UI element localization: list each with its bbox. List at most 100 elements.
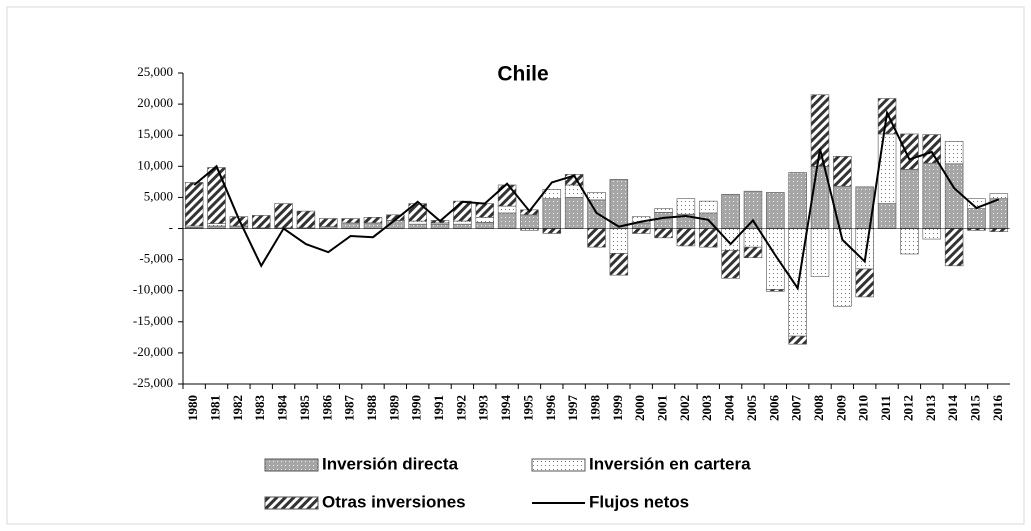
x-tick-label: 1986 — [319, 395, 334, 422]
bar — [520, 214, 539, 229]
y-tick-label: 5,000 — [144, 188, 173, 203]
bar — [631, 228, 651, 234]
bar — [855, 228, 874, 270]
bar — [721, 249, 740, 279]
bar — [274, 203, 293, 229]
x-tick-label: 2015 — [967, 395, 982, 422]
bar — [877, 133, 897, 204]
bar — [430, 223, 450, 229]
y-tick-label: -5,000 — [139, 251, 173, 266]
legend-swatch — [531, 458, 586, 472]
x-tick-label: 2008 — [811, 395, 826, 422]
bar — [475, 221, 494, 229]
bar — [900, 133, 919, 170]
x-tick-label: 1992 — [453, 395, 468, 421]
y-tick-label: 10,000 — [137, 157, 173, 172]
legend-label: Flujos netos — [589, 492, 689, 511]
x-tick-label: 1989 — [386, 395, 401, 422]
bar — [408, 220, 427, 225]
bar — [497, 212, 517, 229]
bar — [207, 167, 226, 224]
bar — [833, 156, 852, 187]
bar — [989, 198, 1009, 229]
bar — [810, 94, 830, 167]
bar — [743, 246, 763, 259]
x-tick-label: 1984 — [275, 395, 290, 422]
y-tick-label: -25,000 — [133, 375, 173, 390]
bar — [587, 228, 606, 248]
x-tick-label: 1995 — [520, 395, 535, 422]
x-tick-label: 2003 — [699, 395, 714, 422]
bar — [989, 193, 1009, 199]
bar — [721, 193, 740, 229]
bar — [877, 203, 897, 229]
x-tick-label: 1998 — [587, 395, 602, 422]
y-tick-label: 25,000 — [137, 64, 173, 79]
bar — [989, 228, 1009, 232]
x-tick-label: 2014 — [945, 395, 960, 422]
chart-frame — [6, 6, 1025, 525]
legend-label: Inversión directa — [322, 454, 459, 473]
legend-swatch — [264, 458, 319, 472]
bar — [654, 212, 673, 229]
x-tick-label: 2005 — [744, 395, 759, 422]
x-tick-label: 1994 — [498, 395, 513, 422]
bar — [319, 218, 338, 227]
bar — [475, 217, 494, 223]
bar — [699, 228, 718, 248]
bar — [475, 203, 494, 218]
bar — [564, 174, 584, 186]
bar — [810, 228, 830, 277]
bar — [609, 179, 629, 229]
bar — [207, 223, 226, 227]
x-tick-label: 2013 — [923, 395, 938, 422]
x-tick-label: 1993 — [476, 395, 491, 422]
x-tick-label: 1999 — [610, 395, 625, 422]
x-tick-label: 2002 — [677, 395, 692, 421]
y-tick-label: - — [169, 219, 173, 234]
bar — [944, 228, 964, 267]
bar — [207, 225, 226, 229]
y-tick-label: 15,000 — [137, 126, 173, 141]
bar — [855, 268, 874, 298]
x-tick-label: 1981 — [208, 395, 223, 421]
x-tick-label: 1990 — [409, 395, 424, 421]
bar — [542, 198, 562, 229]
bar — [944, 163, 964, 229]
x-tick-label: 1987 — [342, 395, 357, 422]
bar — [229, 225, 249, 229]
bar — [788, 172, 807, 229]
line — [193, 109, 1000, 291]
bar — [408, 223, 427, 229]
bar — [363, 222, 383, 229]
bar — [788, 335, 807, 345]
bar — [341, 222, 360, 229]
y-tick-label: -10,000 — [133, 282, 173, 297]
bar — [922, 162, 942, 229]
bar — [408, 203, 427, 222]
x-tick-label: 2007 — [789, 395, 804, 422]
x-tick-label: 2011 — [878, 395, 893, 420]
x-tick-label: 2009 — [833, 395, 848, 422]
bar — [944, 141, 964, 165]
bar — [900, 169, 919, 229]
x-tick-label: 2016 — [990, 395, 1005, 422]
bar — [564, 197, 584, 229]
x-tick-label: 1983 — [252, 395, 267, 422]
bar — [296, 210, 316, 229]
bar — [453, 223, 472, 229]
bar — [967, 208, 986, 229]
bar — [699, 200, 718, 214]
x-tick-label: 1988 — [364, 395, 379, 422]
bar — [922, 134, 942, 164]
legend-label: Inversión en cartera — [589, 454, 751, 473]
x-tick-label: 2012 — [900, 395, 915, 421]
bar — [453, 220, 472, 225]
bar — [676, 228, 696, 247]
bar — [654, 208, 673, 213]
x-tick-label: 2010 — [856, 395, 871, 421]
bar — [900, 228, 919, 255]
bar — [922, 228, 942, 240]
y-tick-label: 20,000 — [137, 95, 173, 110]
legend-label: Otras inversiones — [322, 492, 466, 511]
